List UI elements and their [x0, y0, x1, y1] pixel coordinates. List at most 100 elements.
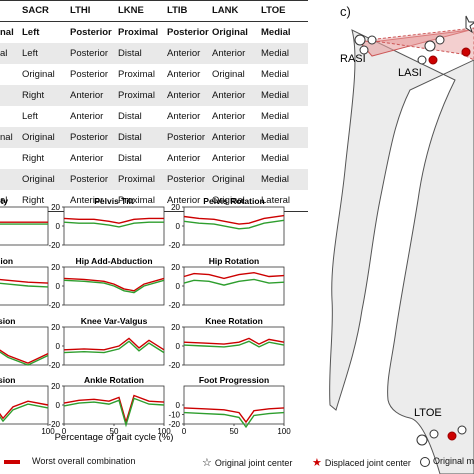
x-tick-label: 0 — [62, 427, 67, 436]
marker-circle — [435, 35, 445, 45]
table-row: nal Original Posterior Distal Posterior … — [0, 127, 308, 148]
header-ltoe: LTOE — [261, 5, 286, 16]
row-label: nal — [0, 132, 13, 143]
cell: Right — [22, 153, 45, 164]
cell: Anterior — [212, 153, 246, 164]
green-series-line — [0, 282, 49, 288]
cell: Anterior — [167, 90, 201, 101]
ltoe-label: LTOE — [414, 407, 442, 419]
displaced-marker — [447, 431, 457, 441]
cell: Posterior — [167, 132, 206, 143]
table-row: Right Anterior Distal Anterior Anterior … — [0, 148, 308, 169]
cell: Posterior — [167, 27, 209, 38]
red-series-line — [63, 337, 165, 351]
legend-original-marker: Original m — [420, 456, 474, 467]
x-tick-label: 0 — [182, 427, 187, 436]
chart-title: Ankle Rotation — [84, 375, 144, 385]
red-line-swatch — [4, 459, 20, 464]
plot-frame — [183, 385, 285, 425]
y-tick-label: 20 — [51, 263, 60, 272]
x-tick-label: 50 — [230, 427, 239, 436]
displaced-marker — [428, 55, 438, 65]
y-tick-label: 20 — [51, 323, 60, 332]
red-series-line — [183, 407, 285, 424]
y-tick-label: -20 — [168, 420, 180, 429]
star-outline-icon: ☆ — [202, 457, 212, 469]
plot-frame — [63, 385, 165, 425]
marker-circle — [417, 55, 427, 65]
cell: Left — [22, 111, 38, 122]
red-series-line — [63, 394, 165, 425]
header-sacr: SACR — [22, 5, 49, 16]
legend-worst: Worst overall combination — [4, 456, 135, 466]
red-series-line — [63, 217, 164, 224]
green-series-line — [63, 221, 164, 228]
cell: Original — [212, 27, 248, 38]
table-row: al Right Anterior Proximal Anterior Orig… — [0, 190, 308, 211]
y-tick-label: -20 — [168, 301, 180, 310]
legend-displaced-joint-label: Displaced joint center — [324, 458, 411, 468]
cell: Posterior — [70, 174, 109, 185]
cell: Medial — [261, 27, 291, 38]
green-series-line — [0, 403, 49, 423]
y-tick-label: -20 — [168, 241, 180, 250]
rasi-marker — [354, 34, 366, 46]
cell: Proximal — [118, 90, 155, 101]
legend-original-joint: ☆ Original joint center — [202, 456, 292, 469]
chart-title: Knee Rotation — [205, 316, 263, 326]
cell: Anterior — [167, 48, 201, 59]
chart-title: Hip Add-Abduction — [75, 256, 152, 266]
header-lkne: LKNE — [118, 5, 144, 16]
plot-frame — [183, 206, 285, 246]
chart-title: Pelvis Rotation — [203, 196, 264, 206]
cell: Posterior — [167, 174, 206, 185]
chart-title: xtension — [0, 375, 15, 385]
circle-marker-icon — [420, 456, 430, 467]
y-tick-label: 20 — [171, 263, 180, 272]
cell: Anterior — [70, 111, 104, 122]
cell: Original — [22, 174, 55, 185]
cell: Original — [22, 69, 55, 80]
red-series-line — [0, 349, 49, 364]
y-tick-label: 0 — [176, 282, 181, 291]
y-tick-label: 0 — [176, 342, 181, 351]
x-tick-label: 100 — [277, 427, 291, 436]
y-tick-label: 20 — [51, 382, 60, 391]
y-tick-label: 20 — [171, 323, 180, 332]
y-tick-label: 0 — [176, 401, 181, 410]
y-tick-label: -20 — [48, 420, 60, 429]
marker-circle — [359, 45, 369, 55]
green-series-line — [183, 340, 285, 348]
table-row: nal Left Posterior Proximal Posterior Or… — [0, 22, 308, 43]
panel-c-label: c) — [340, 4, 351, 19]
plot-frame — [63, 326, 165, 366]
green-series-line — [63, 279, 165, 294]
displaced-marker — [461, 47, 471, 57]
cell: Right — [22, 195, 45, 206]
cell: Anterior — [70, 153, 104, 164]
y-tick-label: 0 — [56, 401, 61, 410]
cell: Distal — [118, 111, 142, 122]
cell: Posterior — [70, 69, 109, 80]
y-tick-label: -20 — [48, 241, 60, 250]
lasi-marker — [424, 40, 436, 52]
cell: Right — [22, 90, 45, 101]
cell: Medial — [261, 132, 289, 143]
legend-original-marker-label: Original m — [433, 456, 474, 466]
cell: Anterior — [167, 111, 201, 122]
plot-frame — [0, 206, 49, 246]
star-filled-icon: ★ — [312, 457, 322, 469]
cell: Posterior — [70, 27, 112, 38]
chart-title: Knee Var-Valgus — [81, 316, 148, 326]
table-row: al Left Posterior Distal Anterior Anteri… — [0, 43, 308, 64]
pelvis-triangle — [356, 29, 471, 57]
table-row: Left Anterior Distal Anterior Anterior M… — [0, 106, 308, 127]
cell: Distal — [118, 153, 142, 164]
cell: Proximal — [118, 195, 155, 206]
y-tick-label: -10 — [168, 411, 180, 420]
cell: Anterior — [70, 195, 104, 206]
cell: Distal — [118, 48, 142, 59]
cell: Anterior — [212, 90, 246, 101]
green-series-line — [183, 278, 285, 286]
